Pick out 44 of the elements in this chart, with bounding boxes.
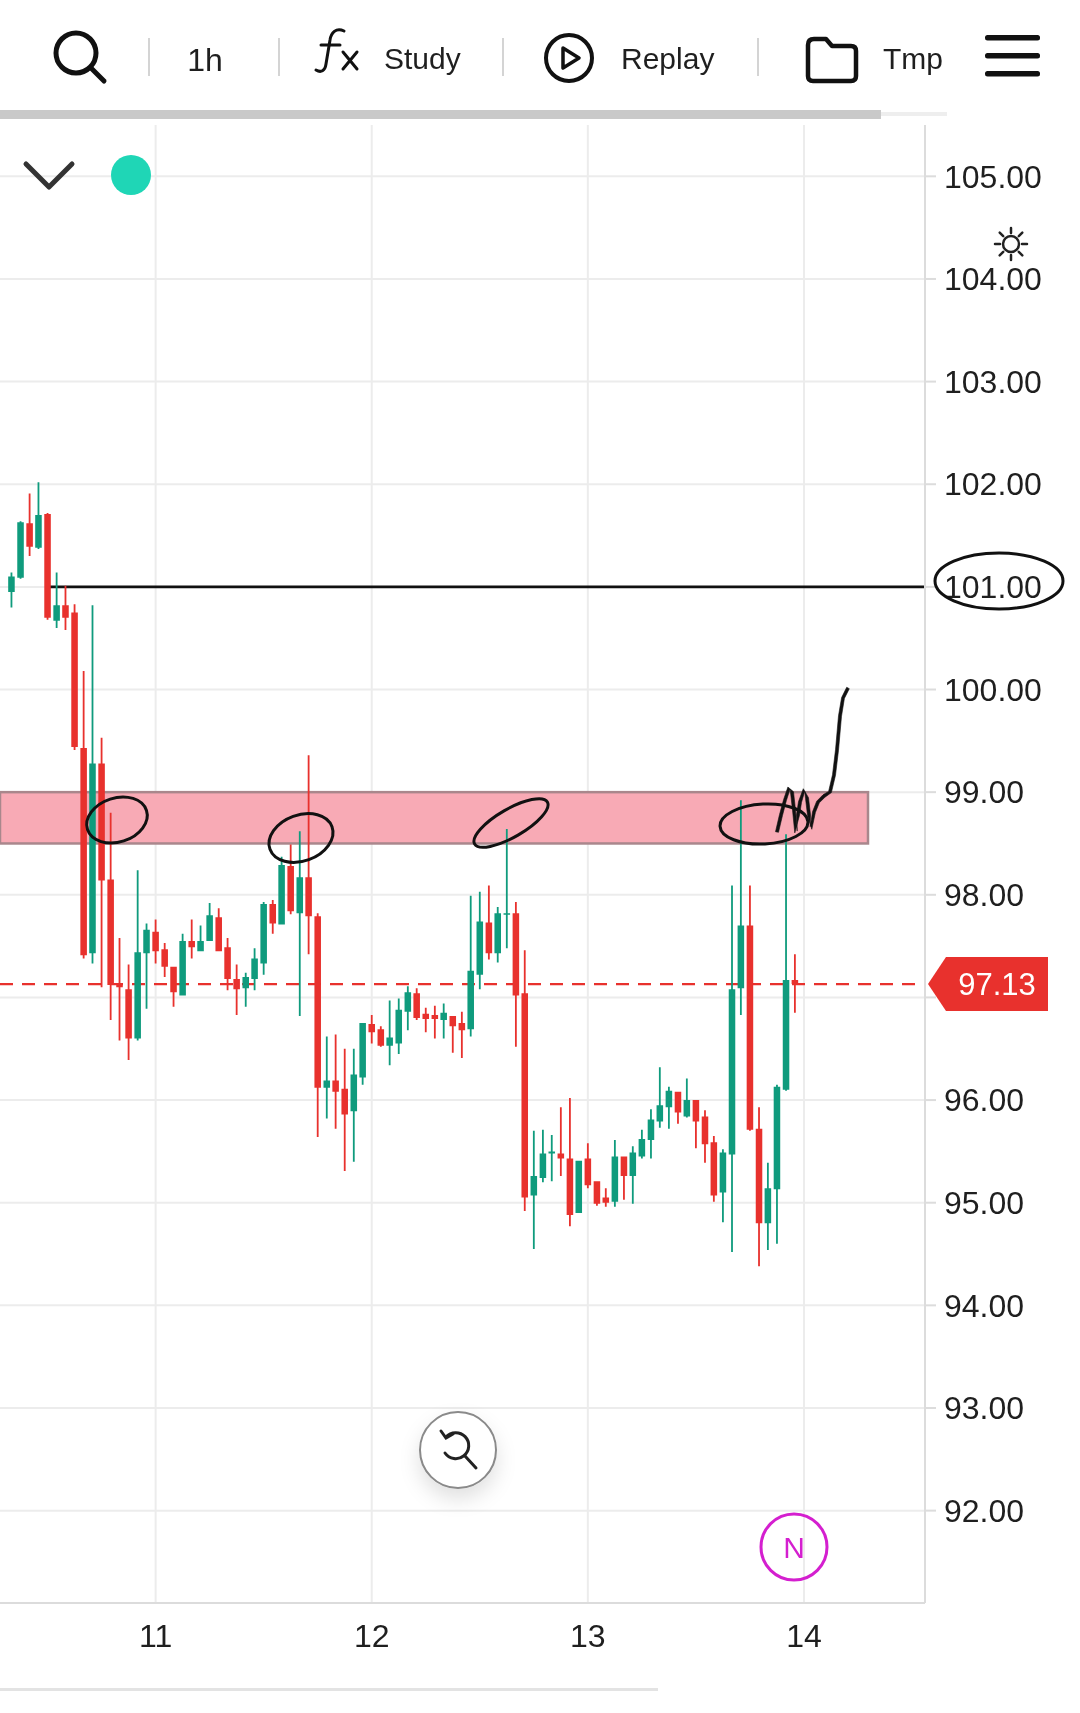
candlestick	[503, 829, 511, 949]
y-tick-label: 105.00	[944, 158, 1042, 195]
candlestick	[458, 1011, 466, 1058]
candlestick	[368, 1014, 375, 1044]
y-tick-label: 104.00	[944, 261, 1042, 298]
y-tick-label: 94.00	[944, 1287, 1025, 1324]
text: 1h	[187, 42, 223, 78]
candlestick	[161, 943, 168, 977]
y-tick-label: 101.00	[944, 569, 1042, 606]
candlestick	[296, 831, 304, 1016]
candlestick	[386, 1000, 393, 1066]
candlestick	[188, 919, 195, 959]
candlestick	[440, 1003, 447, 1039]
y-tick-label: 96.00	[944, 1082, 1025, 1119]
candlestick	[431, 1005, 439, 1039]
y-tick-label: 95.00	[944, 1184, 1025, 1221]
candlestick	[323, 1036, 331, 1119]
y-tick-label: 99.00	[944, 774, 1025, 811]
candlestick	[467, 895, 474, 1037]
candlestick	[305, 755, 312, 955]
candlestick	[557, 1107, 565, 1177]
candlestick	[530, 1130, 538, 1249]
y-tick-label: 93.00	[944, 1390, 1025, 1427]
y-tick-label: 103.00	[944, 363, 1042, 400]
x-tick-label: 11	[139, 1618, 173, 1655]
candlestick	[53, 572, 60, 628]
y-tick-label: 102.00	[944, 466, 1042, 503]
candlestick	[548, 1134, 556, 1182]
x-tick-label: 14	[786, 1618, 822, 1655]
y-tick-label: 100.00	[944, 671, 1042, 708]
annotation: N	[783, 1531, 805, 1564]
text: Study	[384, 42, 461, 75]
candlestick	[26, 493, 33, 557]
x-tick-label: 13	[570, 1618, 606, 1655]
candlestick	[422, 1007, 430, 1033]
candlestick	[341, 1048, 348, 1171]
x-tick-label: 12	[353, 1618, 390, 1655]
y-tick-label: 92.00	[944, 1492, 1025, 1529]
y-tick-label: 98.00	[944, 876, 1025, 913]
ref-line-label: 97.13	[958, 966, 1036, 1002]
candlestick	[242, 972, 249, 1007]
text: Replay	[621, 42, 715, 75]
text: Tmp	[883, 42, 943, 75]
candlestick	[332, 1034, 339, 1129]
